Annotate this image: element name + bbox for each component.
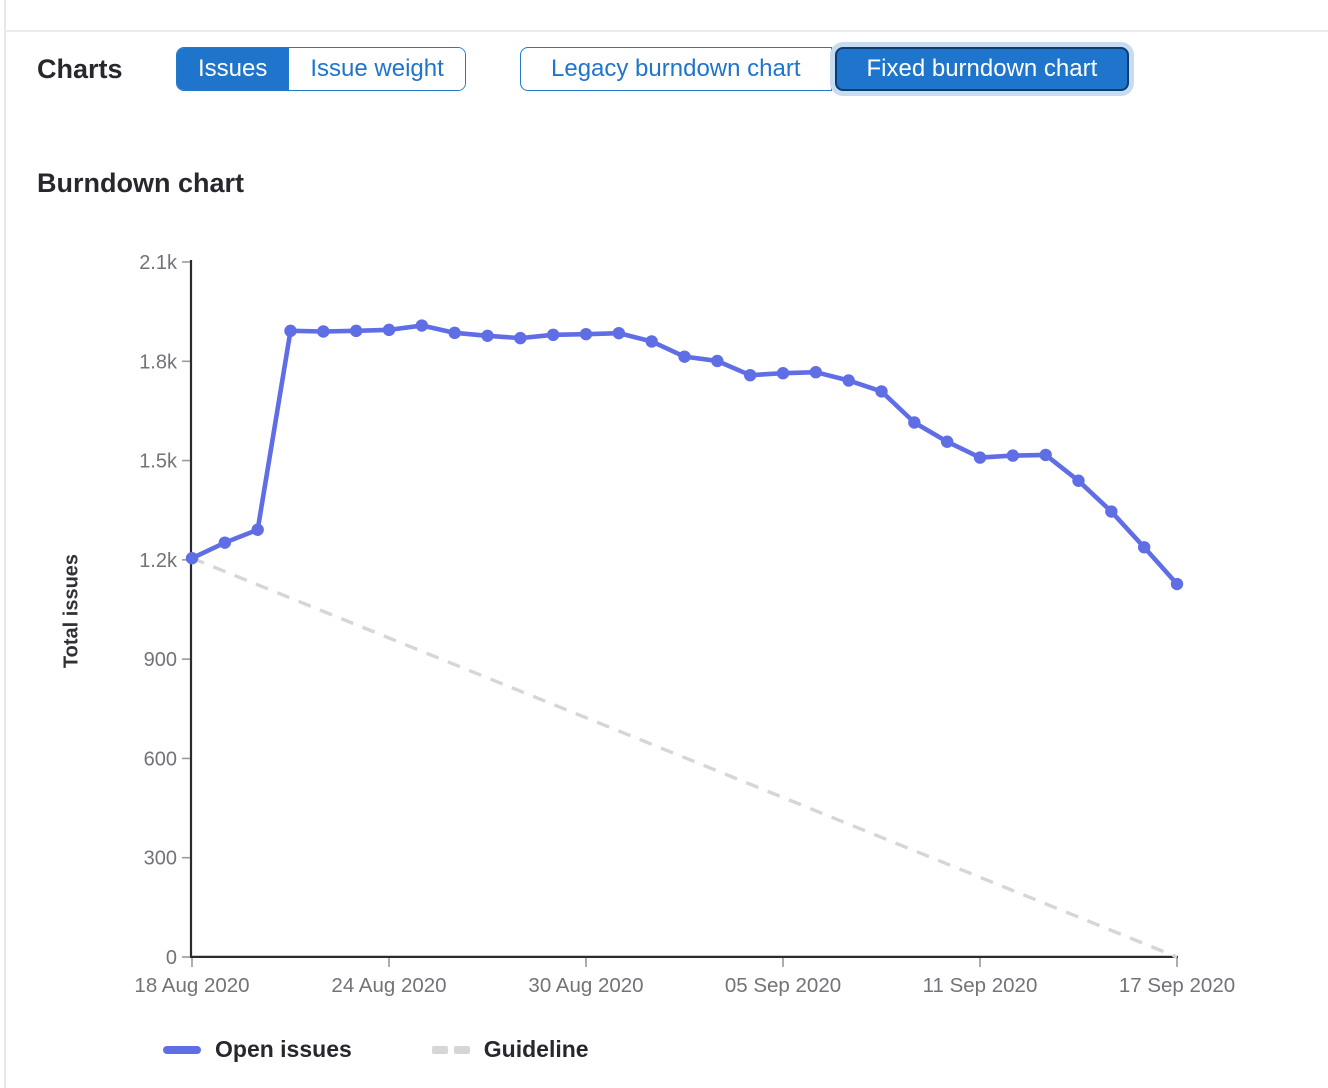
- metric-toggle-group: Issues Issue weight: [176, 47, 466, 91]
- legend-label: Open issues: [215, 1036, 352, 1062]
- chart-type-toggle-group: Legacy burndown chart Fixed burndown cha…: [520, 47, 1130, 91]
- legend-label: Guideline: [483, 1036, 589, 1062]
- legacy-burndown-chart-button[interactable]: Legacy burndown chart: [520, 47, 832, 91]
- svg-text:900: 900: [144, 649, 177, 671]
- burndown-chart-canvas[interactable]: 0 300 600 900 1.2k 1.5k 1.8k 2.1k 18 Aug 2020 24 …: [0, 240, 1328, 1020]
- open-issues-series-line: [189, 323, 1180, 587]
- open-issues-swatch-icon: [163, 1045, 201, 1054]
- svg-text:300: 300: [144, 848, 177, 870]
- svg-text:30 Aug 2020: 30 Aug 2020: [528, 974, 643, 997]
- axes: [189, 260, 1178, 959]
- svg-text:0: 0: [166, 947, 177, 969]
- svg-text:05 Sep 2020: 05 Sep 2020: [725, 974, 841, 997]
- panel-left-border: [4, 0, 6, 1088]
- legend-item-open-issues: Open issues: [163, 1036, 352, 1063]
- svg-text:2.1k: 2.1k: [139, 252, 178, 274]
- chart-legend: Open issues Guideline: [163, 1036, 589, 1063]
- svg-text:17 Sep 2020: 17 Sep 2020: [1119, 974, 1235, 997]
- svg-text:1.5k: 1.5k: [139, 451, 178, 473]
- fixed-burndown-chart-button[interactable]: Fixed burndown chart: [834, 47, 1130, 91]
- guideline-swatch-icon: [431, 1045, 470, 1054]
- open-issues-data-points: [185, 319, 1184, 591]
- svg-text:1.2k: 1.2k: [139, 550, 178, 572]
- svg-text:600: 600: [144, 748, 177, 770]
- panel-top-border: [5, 30, 1328, 32]
- chart-title: Burndown chart: [37, 168, 244, 198]
- issue-weight-toggle-button[interactable]: Issue weight: [288, 48, 465, 90]
- x-axis-ticks: 18 Aug 2020 24 Aug 2020 30 Aug 2020 05 Sep …: [134, 958, 1235, 997]
- svg-text:24 Aug 2020: 24 Aug 2020: [331, 974, 446, 997]
- charts-section-label: Charts: [37, 54, 123, 84]
- svg-text:1.8k: 1.8k: [139, 351, 178, 373]
- issues-toggle-button[interactable]: Issues: [177, 48, 289, 90]
- legend-item-guideline: Guideline: [431, 1036, 589, 1063]
- y-axis-ticks: 0 300 600 900 1.2k 1.5k 1.8k 2.1k: [139, 252, 190, 969]
- guideline-series: [191, 556, 1178, 959]
- svg-text:18 Aug 2020: 18 Aug 2020: [134, 974, 249, 997]
- svg-text:11 Sep 2020: 11 Sep 2020: [923, 974, 1038, 997]
